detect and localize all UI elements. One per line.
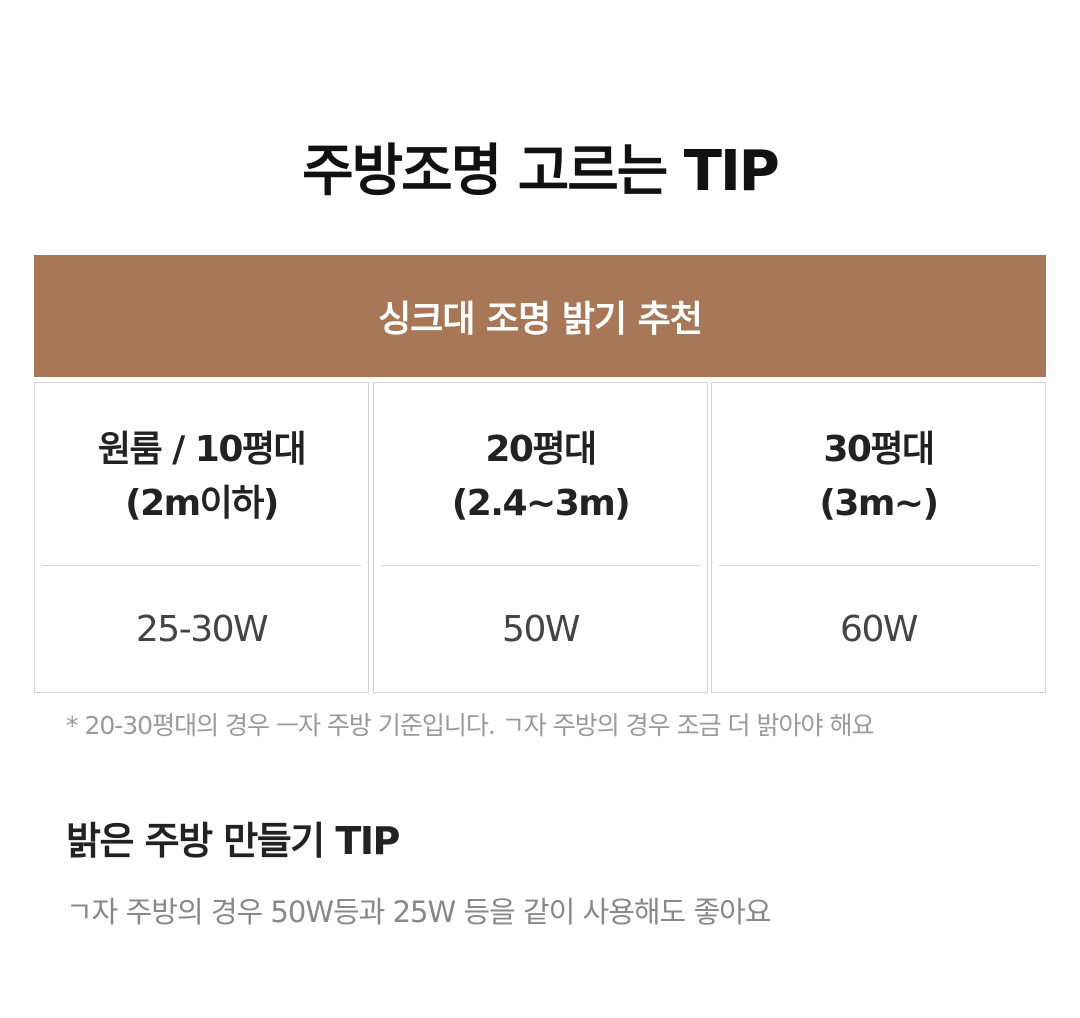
card-wattage: 50W xyxy=(502,608,580,650)
card-studio-10pyeong: 원룸 / 10평대 (2m이하) 25-30W xyxy=(34,382,369,693)
card-divider xyxy=(719,565,1038,566)
page-title: 주방조명 고르는 TIP xyxy=(302,139,780,204)
card-wattage: 25-30W xyxy=(135,608,269,650)
card-divider xyxy=(42,565,361,566)
card-30pyeong: 30평대 (3m~) 60W xyxy=(711,382,1046,693)
card-wattage: 60W xyxy=(840,608,918,650)
card-size-label: 30평대 xyxy=(823,429,935,470)
banner-label: 싱크대 조명 밝기 추천 xyxy=(378,299,703,340)
card-divider xyxy=(381,565,700,566)
card-size-label: 20평대 xyxy=(485,429,597,470)
tip-title: 밝은 주방 만들기 TIP xyxy=(66,819,400,863)
card-height-label: (2.4~3m) xyxy=(451,483,631,524)
card-height-label: (2m이하) xyxy=(125,483,279,524)
card-header: 30평대 (3m~) xyxy=(712,383,1045,565)
brightness-cards: 원룸 / 10평대 (2m이하) 25-30W 20평대 (2.4~3m) 50… xyxy=(34,382,1046,695)
footnote: * 20-30평대의 경우 ㅡ자 주방 기준입니다. ㄱ자 주방의 경우 조금 … xyxy=(66,711,874,740)
card-header: 원룸 / 10평대 (2m이하) xyxy=(35,383,368,565)
tip-text: ㄱ자 주방의 경우 50W등과 25W 등을 같이 사용해도 좋아요 xyxy=(66,895,771,929)
card-20pyeong: 20평대 (2.4~3m) 50W xyxy=(373,382,708,693)
card-height-label: (3m~) xyxy=(819,483,939,524)
card-header: 20평대 (2.4~3m) xyxy=(374,383,707,565)
brightness-recommendation-banner: 싱크대 조명 밝기 추천 xyxy=(34,255,1046,377)
card-size-label: 원룸 / 10평대 xyxy=(97,429,307,470)
